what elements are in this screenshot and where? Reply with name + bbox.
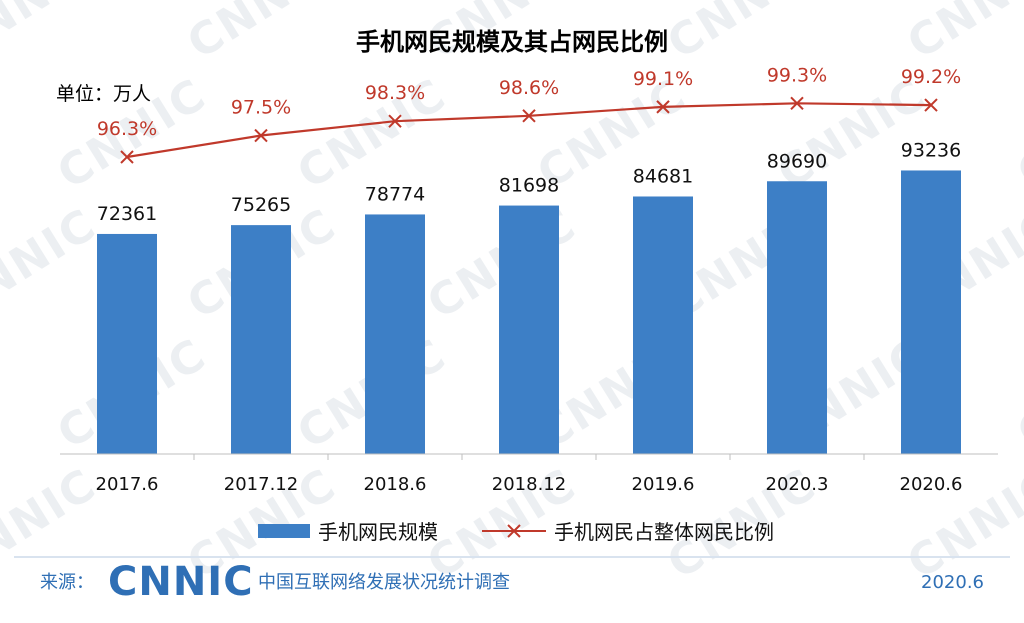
x-tick-label: 2018.12 <box>492 474 566 495</box>
x-tick-label: 2018.6 <box>364 474 427 495</box>
bar-2020.3 <box>767 181 827 454</box>
watermark-logo: CNNIC <box>179 0 346 69</box>
watermark-logo: CNNIC <box>0 459 105 589</box>
ratio-marker-2017.6 <box>120 150 134 164</box>
watermark-logo: CNNIC <box>899 0 1024 69</box>
bar-2018.6 <box>365 214 425 454</box>
ratio-marker-2020.3 <box>790 96 804 111</box>
bar-series: 72361 75265 78774 81698 84681 89690 93236 <box>97 139 961 454</box>
ratio-marker-2019.6 <box>656 100 670 114</box>
source-label: 来源： <box>40 572 94 593</box>
ratio-value-label: 97.5% <box>231 97 291 119</box>
ratio-marker-2018.12 <box>522 109 536 123</box>
bar-2020.6 <box>901 170 961 454</box>
bar-value-label: 81698 <box>499 175 559 197</box>
x-axis-ticks: 2017.6 2017.12 2018.6 2018.12 2019.6 2020.3 20… <box>96 454 963 495</box>
bar-value-label: 78774 <box>365 183 425 205</box>
bar-2017.12 <box>231 225 291 454</box>
legend-bar-label: 手机网民规模 <box>318 520 438 544</box>
cnnic-logo: CNNIC <box>108 559 254 605</box>
watermark-logo: CNNIC <box>659 0 826 69</box>
watermark-logo: CNNIC <box>1009 329 1024 459</box>
bar-value-label: 75265 <box>231 194 291 216</box>
ratio-value-label: 99.3% <box>767 64 827 86</box>
chart-title: 手机网民规模及其占网民比例 <box>356 28 668 56</box>
ratio-value-label: 99.1% <box>633 68 693 90</box>
x-tick-label: 2017.6 <box>96 474 159 495</box>
legend-line-label: 手机网民占整体网民比例 <box>554 520 774 544</box>
ratio-value-label: 96.3% <box>97 118 157 140</box>
bar-2018.12 <box>499 205 559 454</box>
ratio-marker-2017.12 <box>254 128 268 143</box>
bar-value-label: 93236 <box>901 139 961 161</box>
ratio-value-label: 98.6% <box>499 77 559 99</box>
x-tick-label: 2017.12 <box>224 474 298 495</box>
source-text: 中国互联网络发展状况统计调查 <box>258 572 510 593</box>
bar-value-label: 72361 <box>97 203 157 225</box>
legend-x-marker <box>507 524 521 538</box>
legend-bar-swatch <box>258 524 310 538</box>
x-tick-label: 2019.6 <box>632 474 695 495</box>
x-tick-label: 2020.3 <box>766 474 829 495</box>
line-series: 96.3% 97.5% 98.3% 98.6% 99.1% 99.3% 99.2% <box>97 64 961 164</box>
x-tick-label: 2020.6 <box>900 474 963 495</box>
ratio-value-label: 98.3% <box>365 82 425 104</box>
watermark-logo: CNNIC <box>0 199 105 329</box>
bar-2017.6 <box>97 233 157 454</box>
watermark-logo: CNNIC <box>1009 69 1024 199</box>
bar-value-label: 84681 <box>633 165 693 187</box>
watermark-logo: CNNIC <box>0 0 105 69</box>
legend: 手机网民规模 手机网民占整体网民比例 <box>258 520 774 544</box>
ratio-marker-2020.6 <box>924 98 938 112</box>
bar-2019.6 <box>633 196 693 454</box>
ratio-value-label: 99.2% <box>901 66 961 88</box>
unit-label: 单位：万人 <box>56 83 151 105</box>
bar-value-label: 89690 <box>767 150 827 172</box>
report-date: 2020.6 <box>921 572 984 593</box>
ratio-marker-2018.6 <box>388 114 402 128</box>
